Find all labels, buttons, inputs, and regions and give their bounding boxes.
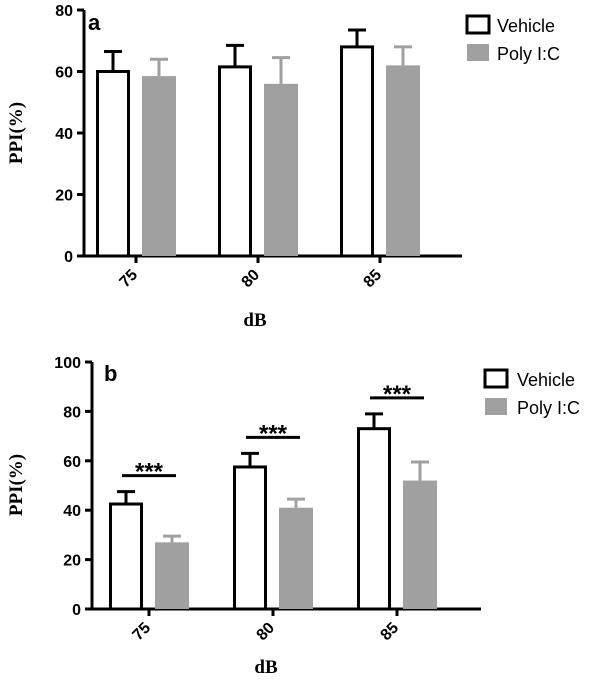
panel-b-bar-polyic bbox=[279, 507, 313, 609]
panel-b-significance-label: *** bbox=[135, 459, 164, 486]
panel-a-y-tick-label: 20 bbox=[55, 188, 73, 205]
panel-b-legend-swatch-polyic bbox=[485, 398, 507, 415]
panel-a-legend-swatch-vehicle bbox=[465, 14, 491, 35]
panel-b-bar-polyic bbox=[403, 480, 437, 609]
panel-b-x-tick-label: 75 bbox=[130, 619, 155, 644]
panel-a-bar-polyic bbox=[264, 83, 298, 256]
panel-b-legend-label-polyic: Poly I:C bbox=[517, 398, 580, 418]
panel-a-bar-polyic bbox=[142, 76, 176, 256]
panel-a-x-tick-label: 75 bbox=[117, 266, 142, 291]
panel-b-y-tick-label: 100 bbox=[54, 355, 81, 372]
panel-b-bar-vehicle bbox=[109, 502, 143, 611]
panel-b-label: b bbox=[104, 361, 117, 386]
panel-a-y-tick-label: 0 bbox=[64, 249, 73, 266]
panel-b-bar-polyic bbox=[155, 542, 189, 609]
panel-a-bar-polyic bbox=[386, 65, 420, 256]
panel-a-bar-vehicle bbox=[340, 45, 374, 258]
panel-a-x-tick-label: 80 bbox=[239, 266, 264, 291]
panel-a: a PPI(%) dB Vehicle Poly I:C 0 20 40 60 80 75… bbox=[6, 3, 560, 331]
panel-b-y-tick-label: 40 bbox=[63, 503, 81, 520]
panel-a-bar-vehicle bbox=[218, 65, 252, 258]
panel-b-x-axis-title: dB bbox=[254, 657, 278, 678]
panel-b-x-tick-label: 85 bbox=[378, 619, 403, 644]
panel-b-legend-label-vehicle: Vehicle bbox=[517, 370, 575, 390]
panel-b-legend-swatch-vehicle bbox=[483, 368, 509, 389]
panel-a-bar-vehicle bbox=[96, 70, 130, 258]
panel-b-y-axis-title: PPI(%) bbox=[6, 454, 27, 516]
panel-b: b PPI(%) dB Vehicle Poly I:C 0 20 40 60 80 10… bbox=[6, 355, 580, 678]
panel-b-significance-label: *** bbox=[259, 420, 288, 447]
panel-b-bar-vehicle bbox=[357, 427, 391, 611]
panel-b-y-tick-label: 80 bbox=[63, 404, 81, 421]
panel-a-label: a bbox=[88, 10, 101, 35]
panel-b-x-tick-label: 80 bbox=[254, 619, 279, 644]
panel-a-legend-swatch-polyic bbox=[467, 44, 489, 61]
panel-b-y-tick-label: 20 bbox=[63, 553, 81, 570]
panel-a-y-tick-label: 40 bbox=[55, 126, 73, 143]
panel-b-legend: Vehicle Poly I:C bbox=[483, 368, 580, 418]
panel-a-y-tick-label: 80 bbox=[55, 3, 73, 20]
panel-a-x-axis-title: dB bbox=[243, 310, 267, 331]
panel-a-legend: Vehicle Poly I:C bbox=[465, 14, 560, 64]
panel-a-legend-label-polyic: Poly I:C bbox=[497, 44, 560, 64]
panel-a-y-tick-label: 60 bbox=[55, 65, 73, 82]
panel-b-bar-vehicle bbox=[233, 465, 267, 611]
panel-a-x-tick-label: 85 bbox=[361, 266, 386, 291]
panel-b-y-tick-label: 0 bbox=[72, 602, 81, 619]
panel-b-significance-label: *** bbox=[383, 381, 412, 408]
panel-b-y-tick-label: 60 bbox=[63, 454, 81, 471]
panel-a-legend-label-vehicle: Vehicle bbox=[497, 16, 555, 36]
panel-a-y-axis-title: PPI(%) bbox=[6, 102, 27, 164]
